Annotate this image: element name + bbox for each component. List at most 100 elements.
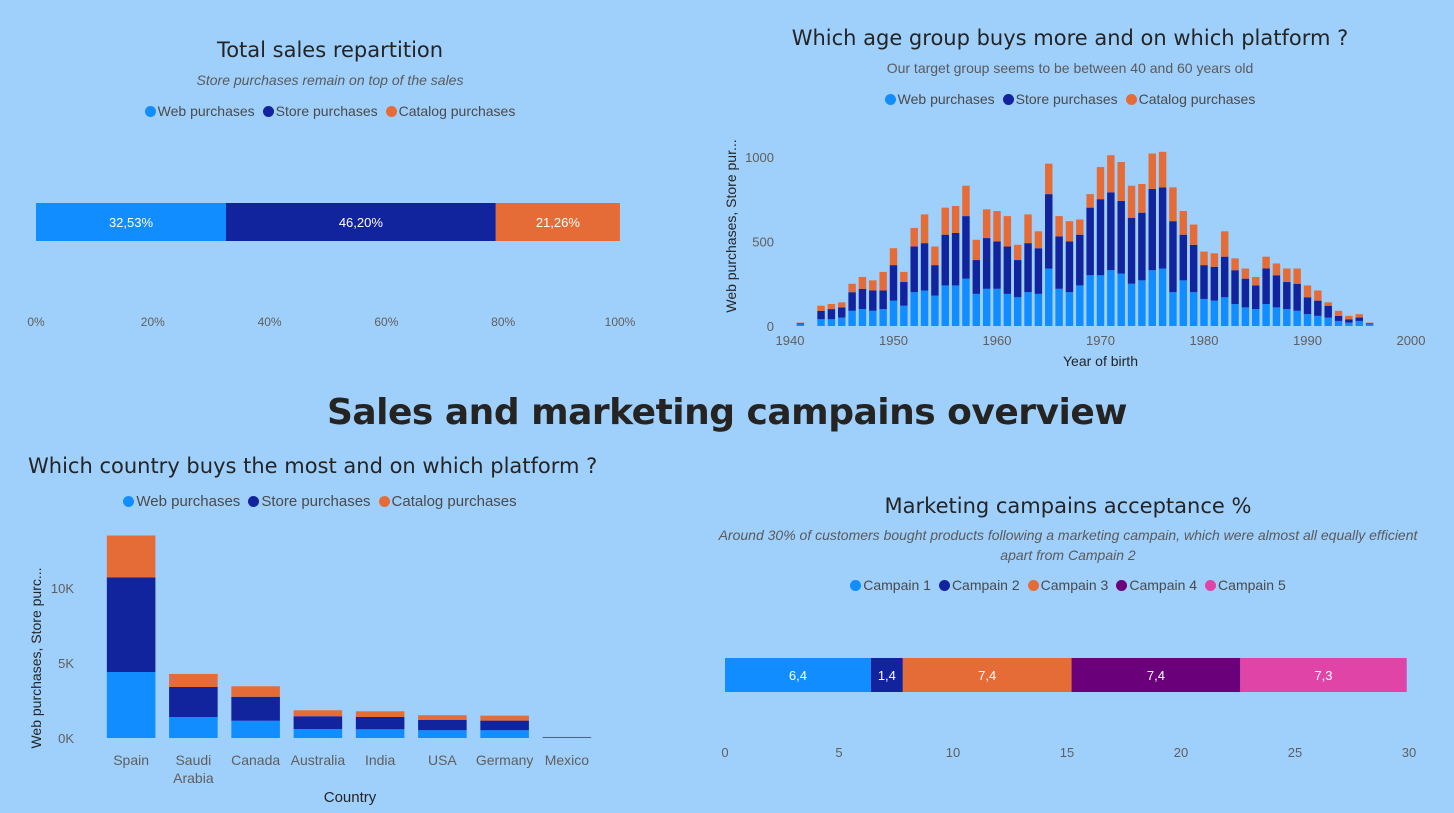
bar-segment[interactable] <box>879 290 887 310</box>
bar-segment[interactable] <box>1210 253 1219 267</box>
legend-item-web[interactable]: Web purchases <box>884 91 995 107</box>
bar-segment[interactable] <box>1034 231 1043 249</box>
bar-segment[interactable] <box>920 290 929 326</box>
bar-segment[interactable] <box>1365 322 1374 324</box>
bar-segment[interactable] <box>962 278 970 326</box>
bar-segment[interactable] <box>1086 194 1094 208</box>
bar-segment[interactable] <box>993 211 1001 242</box>
bar-segment[interactable] <box>106 535 156 578</box>
campaigns-chart[interactable]: 6,4 1,4 7,4 7,4 7,3 0 5 10 15 20 25 30 <box>700 480 1454 813</box>
bar-segment[interactable] <box>231 696 280 721</box>
bar-segment[interactable] <box>889 265 898 301</box>
bar-segment[interactable] <box>1179 211 1188 235</box>
bar-segment[interactable] <box>1096 199 1105 276</box>
bar-segment[interactable] <box>1117 200 1125 274</box>
bar-segment[interactable] <box>993 288 1001 326</box>
bar-segment[interactable] <box>900 282 908 306</box>
bar-segment[interactable] <box>838 302 846 308</box>
bar-segment[interactable] <box>1127 217 1136 284</box>
bar-segment[interactable] <box>1365 323 1374 325</box>
bar-segment[interactable] <box>418 720 467 731</box>
bar-segment[interactable] <box>879 271 887 291</box>
bar-segment[interactable] <box>796 322 805 324</box>
bar-segment[interactable] <box>1345 315 1353 320</box>
legend-item-web[interactable]: Web purchases <box>144 103 255 119</box>
bar-segment[interactable] <box>1065 292 1074 326</box>
bar-segment[interactable] <box>1303 285 1312 298</box>
bar-segment[interactable] <box>1034 293 1043 326</box>
legend-item-campaign-1[interactable]: Campain 1 <box>850 577 931 593</box>
bar-segment[interactable] <box>941 207 949 235</box>
bar-segment[interactable] <box>902 658 1072 692</box>
bar-segment[interactable] <box>1200 298 1208 326</box>
bar-segment[interactable] <box>1283 268 1291 283</box>
bar-segment[interactable] <box>355 711 405 717</box>
bar-segment[interactable] <box>1324 305 1332 318</box>
bar-segment[interactable] <box>993 241 1001 289</box>
bar-segment[interactable] <box>1107 270 1115 326</box>
bar-segment[interactable] <box>1283 282 1291 310</box>
bar-segment[interactable] <box>1071 658 1241 692</box>
bar-segment[interactable] <box>231 686 280 697</box>
bar-segment[interactable] <box>1200 265 1208 299</box>
bar-segment[interactable] <box>1324 317 1332 326</box>
bar-segment[interactable] <box>1148 270 1156 326</box>
bar-segment[interactable] <box>931 246 939 266</box>
bar-segment[interactable] <box>1003 246 1012 294</box>
bar-segment[interactable] <box>1334 315 1343 321</box>
bar-segment[interactable] <box>1138 183 1146 213</box>
bar-segment[interactable] <box>1241 268 1250 279</box>
bar-segment[interactable] <box>1314 290 1322 301</box>
legend-item-catalog[interactable]: Catalog purchases <box>378 493 517 510</box>
legend-item-campaign-5[interactable]: Campain 5 <box>1205 577 1286 593</box>
bar-segment[interactable] <box>106 672 156 738</box>
bar-segment[interactable] <box>910 246 918 293</box>
bar-segment[interactable] <box>1107 192 1115 271</box>
bar-segment[interactable] <box>1334 320 1343 326</box>
bar-segment[interactable] <box>293 710 343 717</box>
bar-segment[interactable] <box>1148 153 1156 190</box>
bar-segment[interactable] <box>480 730 529 738</box>
bar-segment[interactable] <box>817 310 825 320</box>
bar-segment[interactable] <box>920 214 929 244</box>
bar-segment[interactable] <box>838 307 846 318</box>
bar-segment[interactable] <box>418 715 467 720</box>
bar-segment[interactable] <box>848 310 856 326</box>
bar-segment[interactable] <box>972 260 981 294</box>
bar-segment[interactable] <box>1076 219 1084 235</box>
bar-segment[interactable] <box>889 300 898 326</box>
bar-segment[interactable] <box>951 205 960 233</box>
bar-segment[interactable] <box>1355 317 1363 321</box>
bar-segment[interactable] <box>858 288 867 310</box>
bar-segment[interactable] <box>1013 244 1022 261</box>
bar-segment[interactable] <box>879 309 887 326</box>
total-sales-chart[interactable]: 32,53% 46,20% 21,26% 0% 20% 40% 60% 80% 100% <box>0 0 660 340</box>
bar-segment[interactable] <box>1076 234 1084 286</box>
legend-item-catalog[interactable]: Catalog purchases <box>385 103 515 119</box>
bar-segment[interactable] <box>796 324 805 326</box>
bar-segment[interactable] <box>858 309 867 326</box>
bar-segment[interactable] <box>941 234 949 286</box>
bar-segment[interactable] <box>931 295 939 326</box>
bar-segment[interactable] <box>1220 297 1229 326</box>
bar-segment[interactable] <box>1345 322 1353 326</box>
bar-segment[interactable] <box>1158 187 1167 269</box>
bar-segment[interactable] <box>920 243 929 291</box>
bar-segment[interactable] <box>1107 155 1115 193</box>
bar-segment[interactable] <box>169 673 218 687</box>
bar-segment[interactable] <box>796 323 805 325</box>
bar-segment[interactable] <box>418 730 467 738</box>
bar-segment[interactable] <box>1117 161 1125 201</box>
bar-segment[interactable] <box>231 720 280 738</box>
bar-segment[interactable] <box>838 317 846 326</box>
bar-segment[interactable] <box>355 717 405 730</box>
legend-item-campaign-3[interactable]: Campain 3 <box>1027 577 1108 593</box>
bar-segment[interactable] <box>1024 214 1032 244</box>
bar-segment[interactable] <box>1065 241 1074 293</box>
bar-segment[interactable] <box>941 285 949 326</box>
bar-segment[interactable] <box>225 203 496 241</box>
bar-segment[interactable] <box>1169 292 1177 326</box>
bar-segment[interactable] <box>1055 216 1063 237</box>
legend-item-web[interactable]: Web purchases <box>123 493 240 510</box>
bar-segment[interactable] <box>1065 221 1074 242</box>
